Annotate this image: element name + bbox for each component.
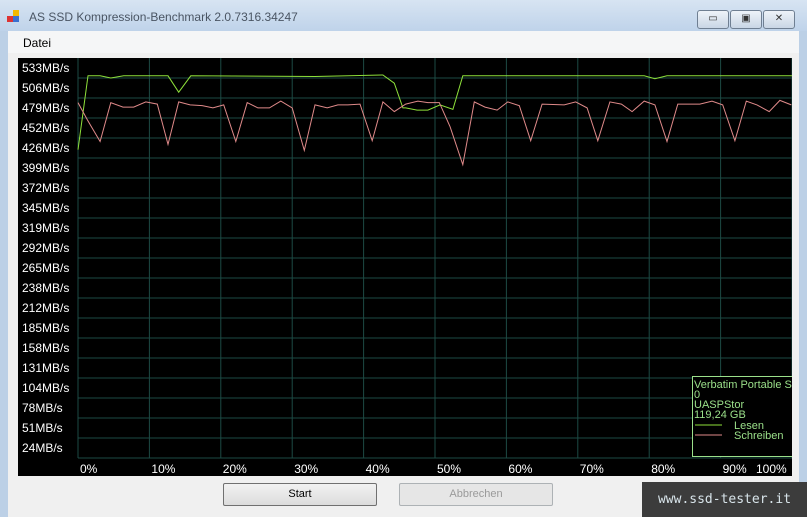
x-tick-label: 30% bbox=[294, 462, 318, 476]
series-line-lesen bbox=[77, 74, 792, 150]
series-line-schreiben bbox=[77, 99, 792, 167]
y-tick-label: 78MB/s bbox=[22, 401, 63, 415]
y-tick-label: 265MB/s bbox=[22, 261, 69, 275]
y-tick-label: 131MB/s bbox=[22, 361, 69, 375]
title-bar: AS SSD Kompression-Benchmark 2.0.7316.34… bbox=[0, 0, 807, 31]
x-tick-label: 10% bbox=[151, 462, 175, 476]
app-icon bbox=[7, 10, 21, 23]
chart-background bbox=[18, 58, 792, 476]
x-tick-label: 100% bbox=[756, 462, 787, 476]
y-tick-label: 319MB/s bbox=[22, 221, 69, 235]
y-tick-label: 24MB/s bbox=[22, 441, 63, 455]
y-tick-label: 399MB/s bbox=[22, 161, 69, 175]
x-tick-label: 80% bbox=[651, 462, 675, 476]
legend-line2: 0 bbox=[694, 389, 700, 401]
client-area: Datei 533MB/s 506MB/s 479MB/s 452MB/s 426MB/… bbox=[8, 31, 799, 517]
x-tick-label: 90% bbox=[723, 462, 747, 476]
x-tick-label: 0% bbox=[80, 462, 98, 476]
y-tick-label: 533MB/s bbox=[22, 61, 69, 75]
benchmark-chart: 533MB/s 506MB/s 479MB/s 452MB/s 426MB/s 399MB… bbox=[18, 58, 792, 476]
legend-label: Schreiben bbox=[734, 430, 784, 442]
y-tick-label: 104MB/s bbox=[22, 381, 69, 395]
legend-label: Lesen bbox=[734, 420, 764, 432]
y-tick-label: 345MB/s bbox=[22, 201, 69, 215]
y-tick-label: 158MB/s bbox=[22, 341, 69, 355]
maximize-button[interactable]: ▣ bbox=[730, 10, 762, 29]
y-tick-label: 426MB/s bbox=[22, 141, 69, 155]
y-tick-label: 506MB/s bbox=[22, 81, 69, 95]
x-tick-label: 20% bbox=[223, 462, 247, 476]
cancel-button: Abbrechen bbox=[399, 483, 553, 506]
x-tick-label: 50% bbox=[437, 462, 461, 476]
y-tick-label: 479MB/s bbox=[22, 101, 69, 115]
y-tick-label: 372MB/s bbox=[22, 181, 69, 195]
menu-datei[interactable]: Datei bbox=[23, 36, 52, 50]
close-button[interactable]: ✕ bbox=[763, 10, 795, 29]
y-tick-label: 292MB/s bbox=[22, 241, 69, 255]
legend-driver: UASPStor bbox=[694, 399, 744, 411]
y-tick-label: 452MB/s bbox=[22, 121, 69, 135]
y-tick-label: 238MB/s bbox=[22, 281, 69, 295]
y-tick-label: 185MB/s bbox=[22, 321, 69, 335]
x-tick-label: 40% bbox=[366, 462, 390, 476]
y-tick-label: 51MB/s bbox=[22, 421, 63, 435]
x-tick-label: 60% bbox=[508, 462, 532, 476]
window-title: AS SSD Kompression-Benchmark 2.0.7316.34… bbox=[29, 10, 298, 24]
start-button[interactable]: Start bbox=[223, 483, 377, 506]
y-tick-label: 212MB/s bbox=[22, 301, 69, 315]
legend-capacity: 119,24 GB bbox=[694, 409, 746, 421]
watermark: www.ssd-tester.it bbox=[642, 482, 807, 517]
menu-bar: Datei bbox=[8, 31, 799, 53]
x-tick-label: 70% bbox=[580, 462, 604, 476]
legend-device-name: Verbatim Portable S bbox=[694, 379, 792, 391]
minimize-button[interactable]: ▭ bbox=[697, 10, 729, 29]
